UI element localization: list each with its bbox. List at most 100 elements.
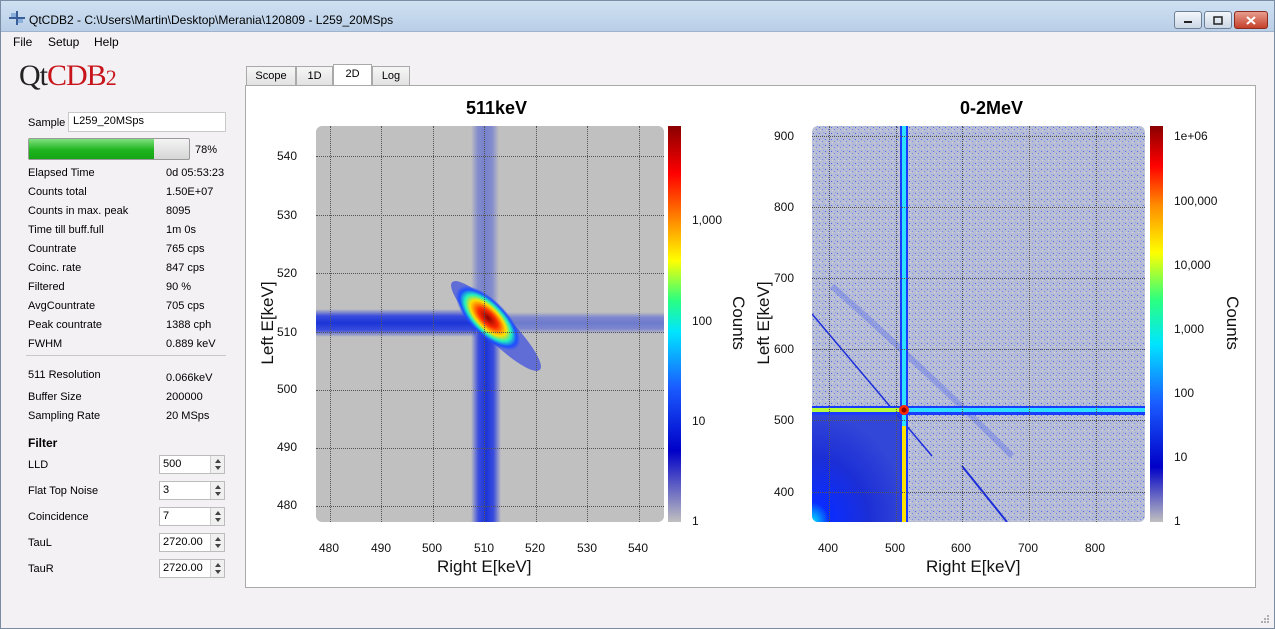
divider (26, 355, 226, 356)
progress-fill (29, 139, 154, 159)
right-y-axis-title: Left E[keV] (754, 281, 773, 365)
grid-line (381, 126, 382, 522)
tab-log[interactable]: Log (372, 66, 410, 85)
y-tick-label: 500 (277, 382, 298, 396)
left-heatmap[interactable] (316, 126, 664, 522)
filter-label: LLD (28, 459, 49, 471)
x-tick-label: 800 (1085, 541, 1106, 555)
stat-value: 200000 (166, 391, 203, 403)
left-x-axis-title: Right E[keV] (437, 557, 532, 576)
progress-bar (28, 138, 190, 160)
y-tick-label: 800 (774, 200, 795, 214)
taul-spinbox[interactable]: 2720.00 (159, 533, 225, 552)
filter-heading: Filter (28, 436, 58, 450)
spinbox-arrows-icon[interactable] (210, 482, 224, 499)
y-tick-label: 540 (277, 149, 298, 163)
colorbar-tick-label: 10 (1174, 450, 1188, 464)
x-tick-label: 540 (628, 541, 649, 555)
flat-top-noise-spinbox[interactable]: 3 (159, 481, 225, 500)
menu-help[interactable]: Help (94, 35, 119, 49)
colorbar-tick-label: 10,000 (1174, 258, 1211, 272)
title-bar[interactable]: QtCDB2 - C:\Users\Martin\Desktop\Merania… (1, 1, 1274, 32)
x-tick-label: 400 (818, 541, 839, 555)
tab-1d[interactable]: 1D (296, 66, 333, 85)
y-tick-label: 490 (277, 440, 298, 454)
menu-bar: File Setup Help (1, 32, 1274, 52)
grid-line (1096, 126, 1097, 522)
grid-line (812, 278, 1145, 279)
colorbar-tick-label: 1 (1174, 514, 1181, 528)
y-tick-label: 700 (774, 271, 795, 285)
y-tick-label: 900 (774, 129, 795, 143)
stat-value: 847 cps (166, 262, 205, 274)
grid-line (484, 126, 485, 522)
stat-label: Time till buff.full (28, 224, 104, 236)
maximize-button[interactable] (1204, 11, 1232, 29)
x-tick-label: 600 (951, 541, 972, 555)
grid-line (316, 215, 664, 216)
stat-value: 1m 0s (166, 224, 196, 236)
grid-line (812, 492, 1145, 493)
grid-line (812, 349, 1145, 350)
right-x-axis-title: Right E[keV] (926, 557, 1021, 576)
sample-field[interactable]: L259_20MSps (68, 112, 226, 132)
grid-line (316, 273, 664, 274)
spinbox-arrows-icon[interactable] (210, 534, 224, 551)
resize-grip-icon[interactable] (1260, 614, 1270, 624)
stat-label: Filtered (28, 281, 65, 293)
tab-scope[interactable]: Scope (246, 66, 296, 85)
left-y-axis-title: Left E[keV] (258, 281, 277, 365)
spinbox-arrows-icon[interactable] (210, 456, 224, 473)
colorbar-tick-label: 1,000 (692, 213, 723, 227)
spinbox-arrows-icon[interactable] (210, 560, 224, 577)
stat-label: AvgCountrate (28, 300, 96, 312)
colorbar-tick-label: 1e+06 (1174, 129, 1208, 143)
stat-value: 705 cps (166, 300, 205, 312)
menu-setup[interactable]: Setup (48, 35, 80, 49)
stat-value: 0.889 keV (166, 338, 216, 350)
stat-label: Elapsed Time (28, 167, 95, 179)
lld-spinbox[interactable]: 500 (159, 455, 225, 474)
x-tick-label: 490 (371, 541, 392, 555)
left-colorbar (668, 126, 681, 522)
spinbox-arrows-icon[interactable] (210, 508, 224, 525)
stat-value: 0.066keV (166, 372, 213, 384)
stat-label: Counts in max. peak (28, 205, 129, 217)
grid-line (896, 126, 897, 522)
grid-line (812, 207, 1145, 208)
y-tick-label: 480 (277, 498, 298, 512)
close-button[interactable] (1234, 11, 1268, 29)
left-plot-title: 511keV (466, 98, 528, 118)
y-tick-label: 520 (277, 266, 298, 280)
taur-spinbox[interactable]: 2720.00 (159, 559, 225, 578)
colorbar-tick-label: 1 (692, 514, 699, 528)
grid-line (812, 136, 1145, 137)
colorbar-tick-label: 100 (1174, 386, 1195, 400)
spinbox-value: 2720.00 (163, 562, 203, 574)
tab-2d[interactable]: 2D (333, 64, 372, 86)
coincidence-spinbox[interactable]: 7 (159, 507, 225, 526)
menu-file[interactable]: File (13, 35, 33, 49)
filter-label: Coincidence (28, 511, 89, 523)
stat-value: 765 cps (166, 243, 205, 255)
close-icon (1246, 15, 1256, 25)
spinbox-value: 500 (163, 458, 182, 470)
colorbar-tick-label: 100,000 (1174, 194, 1218, 208)
minimize-button[interactable] (1174, 11, 1202, 29)
spinbox-value: 7 (163, 510, 170, 522)
stat-label: Sampling Rate (28, 410, 101, 422)
grid-line (536, 126, 537, 522)
right-colorbar-title: Counts (1223, 296, 1242, 350)
filter-label: TauL (28, 537, 52, 549)
colorbar-tick-label: 1,000 (1174, 322, 1205, 336)
spinbox-value: 3 (163, 484, 170, 496)
x-tick-label: 500 (422, 541, 443, 555)
spinbox-value: 2720.00 (163, 536, 203, 548)
stat-label: Counts total (28, 186, 87, 198)
stat-value: 1388 cph (166, 319, 212, 331)
window-title: QtCDB2 - C:\Users\Martin\Desktop\Merania… (29, 13, 394, 27)
grid-line (1029, 126, 1030, 522)
right-heatmap[interactable] (812, 126, 1145, 522)
left-colorbar-title: Counts (729, 296, 748, 350)
